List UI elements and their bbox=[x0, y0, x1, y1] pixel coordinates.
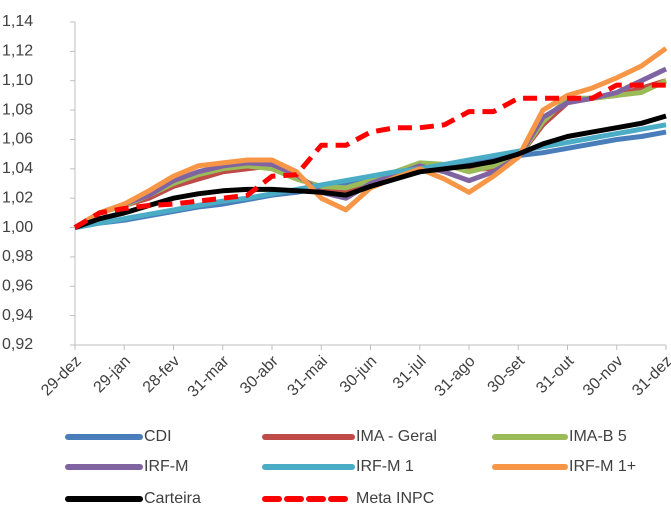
x-tick-label: 30-nov bbox=[580, 353, 627, 400]
y-tick-label: 0,98 bbox=[2, 248, 33, 265]
y-tick-label: 1,12 bbox=[2, 43, 33, 60]
y-tick-label: 1,10 bbox=[2, 72, 33, 89]
legend-label: IRF-M bbox=[144, 458, 188, 475]
legend-label: IMA-B 5 bbox=[569, 428, 627, 445]
y-tick-label: 1,02 bbox=[2, 189, 33, 206]
x-tick-label: 31-ago bbox=[432, 353, 479, 400]
x-tick-label: 30-set bbox=[485, 352, 529, 396]
legend-label: Meta INPC bbox=[356, 490, 434, 507]
x-tick-label: 31-out bbox=[533, 352, 578, 397]
y-tick-label: 1,14 bbox=[2, 13, 33, 30]
y-tick-label: 1,08 bbox=[2, 101, 33, 118]
series-line bbox=[74, 122, 667, 230]
x-tick-label: 31-mar bbox=[185, 352, 233, 400]
y-tick-label: 1,06 bbox=[2, 131, 33, 148]
y-tick-label: 1,04 bbox=[2, 160, 33, 177]
x-tick-label: 31-mai bbox=[284, 353, 331, 400]
x-tick-label: 30-jun bbox=[337, 353, 380, 396]
x-tick-label: 29-dez bbox=[38, 353, 85, 400]
y-tick-label: 0,92 bbox=[2, 336, 33, 353]
x-tick-label: 30-abr bbox=[237, 352, 282, 397]
y-tick-label: 1,00 bbox=[2, 219, 33, 236]
y-tick-label: 0,94 bbox=[2, 307, 33, 324]
x-tick-label: 29-jan bbox=[91, 353, 134, 396]
legend-label: IMA - Geral bbox=[356, 428, 437, 445]
series-line bbox=[74, 113, 667, 230]
series-line bbox=[73, 66, 668, 230]
x-tick-label: 31-jul bbox=[390, 353, 430, 393]
x-tick-label: 28-fev bbox=[140, 353, 183, 396]
y-tick-label: 0,96 bbox=[2, 277, 33, 294]
legend-label: Carteira bbox=[144, 490, 201, 507]
legend-label: IRF-M 1+ bbox=[569, 458, 636, 475]
series-line bbox=[73, 82, 666, 230]
legend-label: IRF-M 1 bbox=[356, 458, 414, 475]
x-tick-label: 31-dez bbox=[629, 353, 671, 400]
legend-label: CDI bbox=[144, 428, 172, 445]
